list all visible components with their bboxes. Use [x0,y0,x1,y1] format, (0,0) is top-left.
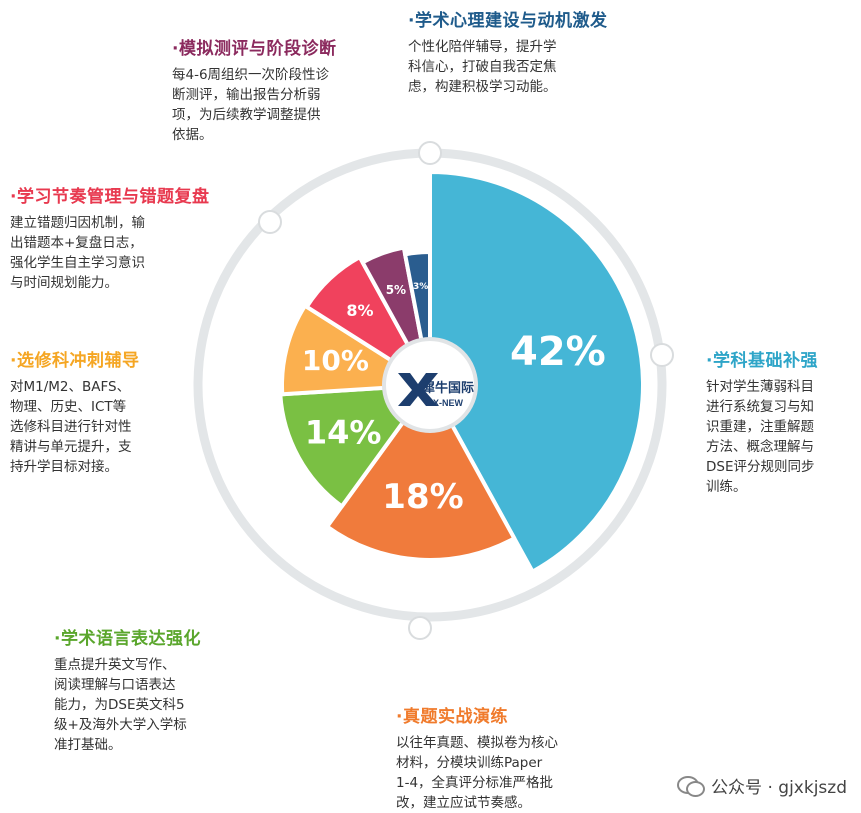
ring-knob-bottom [408,616,432,640]
callout-mock-test: ·模拟测评与阶段诊断 每4-6周组织一次阶段性诊 断测评，输出报告分析弱 项，为后续… [172,34,372,145]
callout-desc: 针对学生薄弱科目 进行系统复习与知 识重建，注重解题 方法、概念理解与 DSE评分规则同… [706,379,815,495]
callout-desc: 对M1/M2、BAFS、 物理、历史、ICT等 选修科目进行针对性 精讲与单元提升，支… [10,379,132,475]
ring-knob-top [418,141,442,165]
callout-desc: 重点提升英文写作、 阅读理解与口语表达 能力，为DSE英文科5 级+及海外大学入学标准… [54,657,187,753]
logo-brand: 犀牛国际 [422,380,474,395]
slice-value-label: 14% [305,414,382,452]
logo: 犀牛国际 X-NEW [398,373,474,408]
callout-title: ·模拟测评与阶段诊断 [172,39,337,59]
callout-title: ·真题实战演练 [396,707,508,727]
callout-electives: ·选修科冲刺辅导 对M1/M2、BAFS、 物理、历史、ICT等 选修科目进行针对性… [10,346,190,477]
logo-mark-icon [398,373,438,406]
callout-title: ·学科基础补强 [706,351,818,371]
callout-academic-language: ·学术语言表达强化 重点提升英文写作、 阅读理解与口语表达 能力，为DSE英文科5 级… [54,624,254,755]
ring-knob-right [650,343,674,367]
slice-value-label: 5% [386,283,406,297]
pie-slice [278,383,432,509]
callout-title: ·学习节奏管理与错题复盘 [10,187,210,207]
wechat-icon [677,775,706,797]
watermark-text: 公众号 · gjxkjszd [711,778,847,798]
callout-desc: 个性化陪伴辅导，提升学 科信心，打破自我否定焦 虑，构建积极学习动能。 [408,39,557,95]
callout-psychology: ·学术心理建设与动机激发 个性化陪伴辅导，提升学 科信心，打破自我否定焦 虑，构建积… [408,6,618,97]
pie-slice [325,383,517,562]
callout-desc: 建立错题归因机制，输 出错题本+复盘日志， 强化学生自主学习意识 与时间规划能力。 [10,215,145,291]
watermark: 公众号 · gjxkjszd [677,773,847,798]
callout-desc: 以往年真题、模拟卷为核心 材料，分模块训练Paper 1-4，全真评分标准严格批 改，… [396,735,558,811]
callout-desc: 每4-6周组织一次阶段性诊 断测评，输出报告分析弱 项，为后续教学调整提供 依据。 [172,67,330,143]
slice-value-label: 10% [302,344,369,377]
callout-title: ·学术语言表达强化 [54,629,201,649]
ring-knob-left [258,210,282,234]
pie-slice [428,170,645,574]
callout-title: ·选修科冲刺辅导 [10,351,140,371]
slice-value-label: 8% [346,301,373,320]
callout-past-papers: ·真题实战演练 以往年真题、模拟卷为核心 材料，分模块训练Paper 1-4，全真评… [396,702,626,813]
slice-value-label: 18% [382,477,463,517]
callout-foundation: ·学科基础补强 针对学生薄弱科目 进行系统复习与知 识重建，注重解题 方法、概念理解与… [706,346,856,497]
center-hub [382,337,478,433]
slice-value-label: 42% [510,329,606,375]
callout-title: ·学术心理建设与动机激发 [408,11,608,31]
slice-value-label: 3% [413,282,428,292]
logo-sub: X-NEW [433,398,464,408]
callout-study-rhythm: ·学习节奏管理与错题复盘 建立错题归因机制，输 出错题本+复盘日志， 强化学生自主学… [10,182,210,293]
